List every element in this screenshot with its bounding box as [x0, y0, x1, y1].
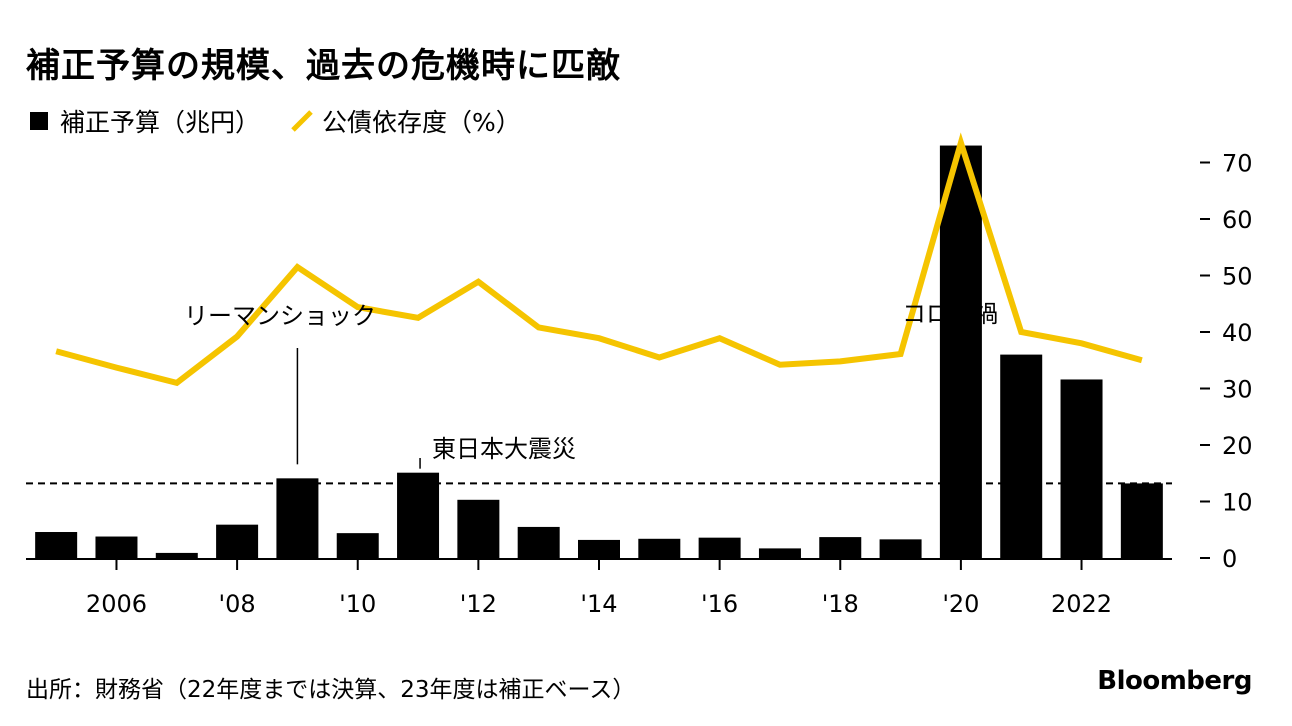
y-tick-label-40: 40 — [1222, 319, 1253, 347]
brand-logo: Bloomberg — [1097, 666, 1252, 696]
bar-2023 — [1120, 483, 1163, 558]
legend-bar-swatch — [30, 112, 48, 130]
x-tick-label-2006: 2006 — [86, 590, 147, 618]
legend: 補正予算（兆円） 公債依存度（%） — [30, 104, 521, 138]
annotation-lehman: リーマンショック — [184, 302, 376, 330]
legend-line-label: 公債依存度（%） — [322, 108, 521, 137]
bar-2011 — [397, 472, 440, 558]
chart-title: 補正予算の規模、過去の危機時に匹敵 — [26, 46, 621, 86]
bar-2014 — [578, 539, 620, 558]
bar-2008 — [216, 524, 259, 558]
x-tick-label-2022: 2022 — [1051, 590, 1112, 618]
bar-2022 — [1060, 379, 1103, 558]
annotation-covid: コロナ禍 — [902, 300, 998, 328]
bar-2019 — [879, 539, 922, 558]
bar-2020 — [939, 145, 982, 559]
y-tick-label-10: 10 — [1222, 489, 1253, 517]
y-tick-label-50: 50 — [1222, 263, 1253, 291]
bar-2016 — [698, 537, 741, 558]
legend-line-swatch — [291, 110, 313, 132]
legend-bar-label: 補正予算（兆円） — [60, 108, 261, 137]
x-tick-label-2010: '10 — [339, 590, 376, 618]
bar-2005 — [35, 532, 78, 558]
bar-2010 — [336, 533, 379, 558]
bar-2013 — [517, 526, 560, 558]
x-tick-label-2018: '18 — [822, 590, 859, 618]
bar-2012 — [457, 499, 500, 558]
x-tick-label-2020: '20 — [942, 590, 979, 618]
y-tick-label-60: 60 — [1222, 206, 1253, 234]
y-tick-label-0: 0 — [1222, 545, 1237, 573]
y-tick-label-20: 20 — [1222, 432, 1253, 460]
bar-2021 — [1000, 354, 1043, 558]
bar-2015 — [638, 538, 681, 558]
x-tick-label-2014: '14 — [580, 590, 617, 618]
bar-2007 — [155, 552, 198, 558]
source-note: 出所：財務省（22年度までは決算、23年度は補正ベース） — [26, 677, 636, 703]
x-tick-label-2008: '08 — [219, 590, 256, 618]
y-tick-label-70: 70 — [1222, 150, 1253, 178]
bar-2006 — [95, 536, 138, 558]
x-tick-label-2012: '12 — [460, 590, 497, 618]
annotation-earthquake: 東日本大震災 — [432, 435, 576, 463]
bar-2018 — [819, 537, 862, 558]
line-series — [55, 132, 1143, 387]
bar-2009 — [276, 478, 319, 558]
bar-2017 — [758, 548, 801, 558]
x-tick-label-2016: '16 — [701, 590, 738, 618]
y-tick-label-30: 30 — [1222, 376, 1253, 404]
